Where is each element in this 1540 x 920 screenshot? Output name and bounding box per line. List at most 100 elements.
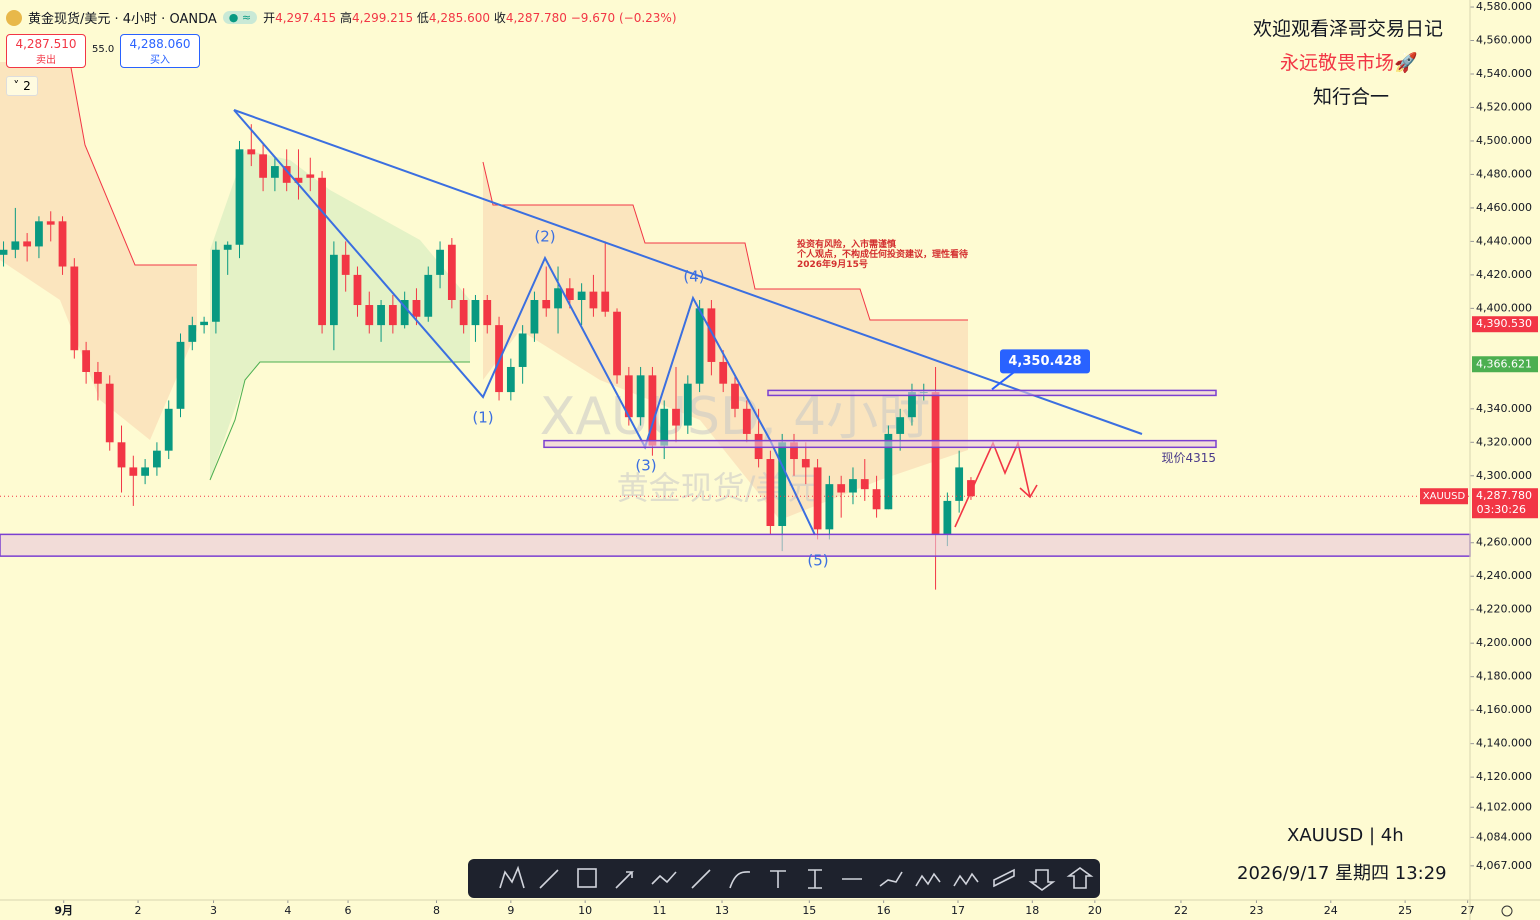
y-tick-label: 4,540.000 (1476, 67, 1532, 80)
callout-box (1000, 349, 1090, 374)
candle-body (212, 249, 220, 322)
candle-body (624, 375, 633, 418)
sell-price: 4,287.510 (15, 37, 77, 51)
x-tick-label: 15 (802, 904, 816, 917)
low-value: 4,285.600 (428, 11, 490, 25)
buy-price: 4,288.060 (129, 37, 191, 51)
candle-body (589, 291, 598, 309)
candle-body (884, 433, 893, 510)
candle-body (683, 383, 692, 426)
y-tick-label: 4,400.000 (1476, 301, 1532, 314)
tool-brush[interactable] (729, 871, 751, 889)
candle-body (518, 333, 527, 367)
tool-path[interactable] (651, 871, 677, 885)
candle-body (200, 321, 208, 326)
overlay-line1: 欢迎观看泽哥交易日记 (1253, 18, 1444, 40)
candle-body (353, 274, 362, 306)
trend-line-drawing (233, 109, 1143, 435)
sell-button[interactable]: 4,287.510 卖出 (6, 34, 86, 68)
candle-body (247, 149, 256, 155)
candle-body (825, 484, 834, 530)
candle-body (223, 244, 232, 250)
x-tick-label: 11 (652, 904, 666, 917)
candle-body (388, 305, 397, 326)
low-label: 低 (416, 11, 429, 25)
tool-down[interactable] (1028, 869, 1056, 891)
candle-body (742, 408, 751, 434)
y-tick-label: 4,067.000 (1476, 859, 1532, 872)
candle-body (707, 308, 716, 362)
zone-label: 现价4315 (1161, 451, 1216, 465)
y-tick-label: 4,440.000 (1476, 234, 1532, 247)
y-tick-label: 4,260.000 (1476, 536, 1532, 549)
symbol-icon (6, 9, 22, 26)
candle-body (766, 459, 775, 527)
buy-button[interactable]: 4,288.060 买入 (120, 34, 200, 68)
candle-body (577, 291, 586, 300)
tool-wave[interactable] (953, 872, 979, 887)
y-tick-label: 4,220.000 (1476, 603, 1532, 616)
price-tag (1472, 316, 1538, 333)
candle-body (849, 479, 857, 493)
candle-body (153, 450, 161, 468)
candle-body (294, 177, 303, 183)
tool-up[interactable] (1066, 867, 1094, 889)
y-tick-label: 4,300.000 (1476, 469, 1532, 482)
note-line: 2026年9月15号 (797, 260, 868, 270)
tool-line[interactable] (539, 869, 559, 889)
x-tick-label: 4 (284, 904, 291, 917)
x-tick-label: 23 (1249, 904, 1263, 917)
candle-body (70, 266, 79, 351)
x-tick-label: 9 (507, 904, 514, 917)
price-tag (1472, 488, 1538, 519)
candle-body (436, 249, 444, 275)
y-tick-label: 4,560.000 (1476, 34, 1532, 47)
candle-body (164, 408, 173, 451)
wave-label: (1) (472, 409, 493, 427)
candle-body (35, 221, 43, 247)
candle-body (117, 442, 126, 468)
overlay-line3: 知行合一 (1313, 86, 1390, 108)
candle-body (542, 300, 551, 309)
candle-body (813, 467, 822, 530)
tool-arrow[interactable] (615, 871, 634, 889)
tool-polyline[interactable] (879, 871, 903, 887)
wave-label: (3) (635, 457, 656, 475)
y-tick-label: 4,520.000 (1476, 100, 1532, 113)
y-tick-label: 4,480.000 (1476, 167, 1532, 180)
x-tick-label: 13 (715, 904, 729, 917)
candle-body (660, 408, 669, 446)
candle-body (365, 305, 374, 326)
candle-body (259, 154, 267, 178)
candle-body (318, 177, 326, 326)
candle-body (188, 325, 197, 342)
change: −9.670 (−0.23%) (570, 11, 677, 25)
candle-body (306, 174, 315, 178)
tool-text[interactable] (770, 870, 786, 888)
tool-rect[interactable] (577, 868, 597, 888)
candle-body (11, 241, 20, 250)
indicator-toggle[interactable]: ˅ 2 (6, 76, 38, 96)
trend-fill (483, 162, 968, 520)
overlay-datetime: 2026/9/17 星期四 13:29 (1237, 863, 1447, 884)
candle-body (648, 375, 657, 446)
symbol-tag-label: XAUUSD (1423, 491, 1466, 502)
tool-abc[interactable] (915, 872, 941, 887)
tool-pattern[interactable] (499, 865, 525, 889)
high-label: 高 (339, 11, 352, 25)
y-tick-label: 4,320.000 (1476, 435, 1532, 448)
tool-price[interactable] (808, 869, 822, 889)
tool-ruler[interactable] (993, 868, 1015, 888)
tool-ray[interactable] (691, 869, 711, 889)
x-tick-label: 10 (578, 904, 592, 917)
ohlc: 开4,297.415 高4,299.215 低4,285.600 收4,287.… (263, 9, 676, 26)
trend-line (209, 361, 470, 481)
candle-body (58, 221, 67, 267)
candle-body (459, 300, 468, 326)
overlay-line2: 永远敬畏市场🚀 (1280, 52, 1418, 74)
settings-icon[interactable] (1501, 905, 1513, 917)
status-badge: ● ≈ (222, 11, 258, 24)
candle-body (82, 350, 91, 372)
indicator-count: 2 (23, 79, 31, 93)
